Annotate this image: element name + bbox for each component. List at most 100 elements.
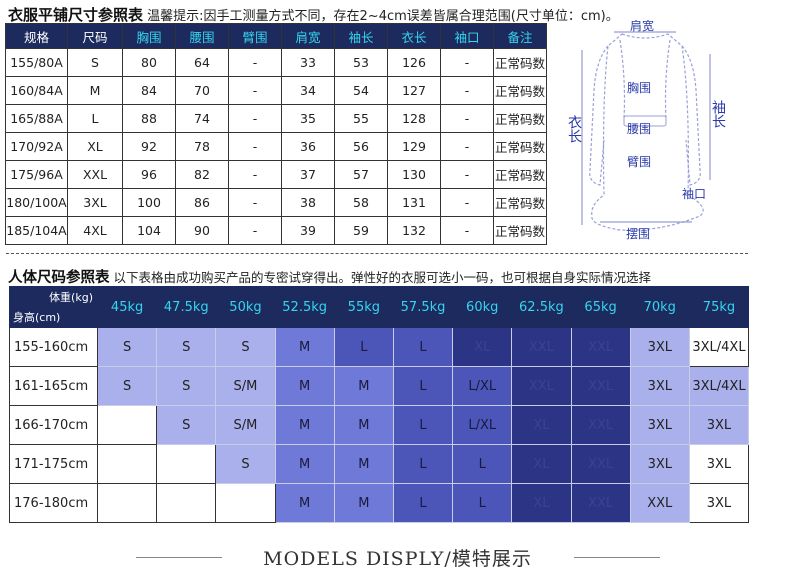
table-corner-header: 体重(kg) 身高(cm) — [9, 286, 98, 328]
garment-table-cell: 56 — [334, 132, 388, 161]
garment-table-cell: 100 — [122, 188, 176, 217]
section-divider — [6, 253, 748, 254]
garment-col-header: 臂围 — [228, 23, 282, 49]
size-recommendation-cell — [215, 483, 276, 523]
size-recommendation-cell — [96, 444, 158, 484]
garment-table-cell: 正常码数 — [493, 132, 547, 161]
garment-table-cell: M — [67, 76, 123, 105]
garment-table-cell: 96 — [122, 160, 176, 189]
height-row-label: 155-160cm — [9, 327, 98, 367]
garment-table-cell: XL — [67, 132, 123, 161]
size-recommendation-cell: M — [274, 327, 335, 367]
garment-table-cell: 57 — [334, 160, 388, 189]
size-recommendation-cell: S — [156, 405, 217, 445]
size-recommendation-cell: 3XL — [629, 405, 690, 445]
garment-table-cell: 37 — [281, 160, 335, 189]
size-recommendation-cell: L — [452, 483, 513, 523]
garment-table-cell: L — [67, 104, 123, 133]
garment-table-cell: 正常码数 — [493, 216, 547, 245]
weight-col-header: 47.5kg — [156, 286, 217, 328]
size-recommendation-cell: L — [392, 327, 454, 367]
garment-table-cell: - — [440, 132, 494, 161]
waist-band — [623, 115, 667, 127]
garment-table-cell: - — [440, 76, 494, 105]
size-recommendation-cell: L — [333, 327, 394, 367]
right-sleeve-outline — [681, 45, 701, 186]
garment-table-cell: 130 — [387, 160, 441, 189]
garment-table-cell: 180/100A — [5, 188, 68, 217]
tile-table-heading: 衣服平铺尺寸参照表 温馨提示:因手工测量方式不同，存在2~4cm误差皆属合理范围… — [8, 4, 619, 25]
height-row: 166-170cm S S/M M M L L/XL XL XXL 3XL 3XL — [9, 405, 750, 445]
size-recommendation-cell: S — [96, 327, 158, 367]
size-recommendation-cell: 3XL — [629, 366, 690, 406]
size-recommendation-cell: 3XL — [629, 327, 690, 367]
size-recommendation-cell: XL — [511, 444, 572, 484]
garment-table-cell: - — [440, 188, 494, 217]
size-recommendation-cell: 3XL — [688, 483, 750, 523]
garment-table-cell: 33 — [281, 48, 335, 77]
height-row: 171-175cm S M M L L XL XXL 3XL 3XL — [9, 444, 750, 484]
size-recommendation-cell: XXL — [570, 366, 631, 406]
size-recommendation-cell: S — [156, 327, 217, 367]
garment-table-cell: 126 — [387, 48, 441, 77]
garment-table-cell: 35 — [281, 104, 335, 133]
size-recommendation-cell: M — [333, 405, 394, 445]
garment-table-cell: 4XL — [67, 216, 123, 245]
weight-col-header: 45kg — [96, 286, 158, 328]
garment-table-cell: 185/104A — [5, 216, 68, 245]
garment-table-cell: S — [67, 48, 123, 77]
body-table-note: 以下表格由成功购买产品的专密试穿得出。弹性好的衣服可选小一码，也可根据自身实际情… — [113, 270, 651, 285]
garment-table-row: 185/104A 4XL 104 90-39 59 132- 正常码数 — [5, 216, 547, 245]
size-recommendation-cell: S — [215, 444, 276, 484]
garment-table-cell: XXL — [67, 160, 123, 189]
garment-table-cell: 36 — [281, 132, 335, 161]
label-cuff: 袖口 — [682, 186, 706, 201]
size-recommendation-cell: M — [274, 366, 335, 406]
size-recommendation-cell: M — [333, 483, 394, 523]
garment-table-cell: - — [228, 132, 282, 161]
garment-table-cell: 58 — [334, 188, 388, 217]
garment-table-cell: 80 — [122, 48, 176, 77]
size-recommendation-cell: S — [156, 366, 217, 406]
garment-col-header: 备注 — [493, 23, 547, 49]
size-recommendation-cell: L — [392, 405, 454, 445]
label-chest: 胸围 — [627, 80, 651, 95]
garment-col-header: 肩宽 — [281, 23, 335, 49]
garment-col-header: 腰围 — [175, 23, 229, 49]
garment-table-cell: 86 — [175, 188, 229, 217]
size-recommendation-cell: XXL — [570, 405, 631, 445]
size-recommendation-cell: 3XL — [688, 444, 750, 484]
size-recommendation-cell: XL — [511, 483, 572, 523]
size-recommendation-cell: XXL — [570, 327, 631, 367]
garment-table-cell: - — [228, 76, 282, 105]
garment-table-cell: 170/92A — [5, 132, 68, 161]
label-sleeve: 袖长 — [710, 100, 726, 128]
garment-table-cell: - — [440, 48, 494, 77]
garment-table-row: 155/80A S 80 64-33 53 126- 正常码数 — [5, 48, 547, 77]
height-row: 161-165cm S S S/M M M L L/XL XXL XXL 3XL 3XL/4XL — [9, 366, 750, 406]
size-recommendation-cell: M — [333, 444, 394, 484]
garment-table-cell: 38 — [281, 188, 335, 217]
body-table-title: 人体尺码参照表 — [8, 270, 110, 286]
garment-table-cell: - — [228, 216, 282, 245]
garment-table-cell: 92 — [122, 132, 176, 161]
weight-col-header: 75kg — [688, 286, 750, 328]
size-recommendation-cell: XL — [452, 327, 513, 367]
height-row: 176-180cm M M L L XL XXL XXL 3XL — [9, 483, 750, 523]
garment-table-cell: 131 — [387, 188, 441, 217]
garment-table-cell: 3XL — [67, 188, 123, 217]
garment-table-cell: 82 — [175, 160, 229, 189]
tile-table-note: 温馨提示:因手工测量方式不同，存在2~4cm误差皆属合理范围(尺寸单位：cm)。 — [147, 9, 619, 24]
garment-table-cell: 84 — [122, 76, 176, 105]
garment-table-cell: 正常码数 — [493, 188, 547, 217]
size-recommendation-cell: L/XL — [452, 366, 513, 406]
garment-table-cell: 90 — [175, 216, 229, 245]
garment-table-row: 165/88A L 88 74-35 55 128- 正常码数 — [5, 104, 547, 133]
height-axis-label: 身高(cm) — [13, 311, 61, 324]
weight-col-header: 65kg — [570, 286, 631, 328]
garment-table-cell: - — [228, 188, 282, 217]
garment-table-cell: 正常码数 — [493, 160, 547, 189]
left-sleeve-outline — [589, 45, 609, 186]
garment-col-header: 袖口 — [440, 23, 494, 49]
bodice-outline — [619, 39, 671, 119]
